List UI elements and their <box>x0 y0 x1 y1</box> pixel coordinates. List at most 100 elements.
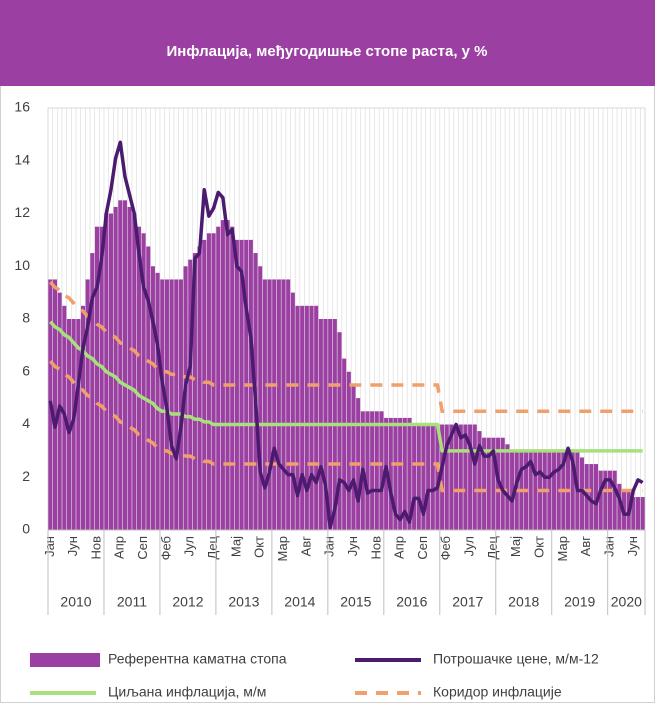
bar <box>580 457 585 530</box>
bar <box>402 417 407 530</box>
bar <box>482 437 487 530</box>
y-tick-label: 10 <box>14 257 30 273</box>
year-label: 2010 <box>60 594 91 610</box>
bar <box>108 213 113 530</box>
x-tick-label: Мар <box>275 536 290 561</box>
chart-title: Инфлација, међугодишње стопе раста, у % <box>167 43 488 60</box>
x-tick-label: Дец <box>205 535 220 559</box>
bar <box>346 371 351 530</box>
bar <box>603 470 608 530</box>
bar <box>160 279 165 530</box>
bar <box>635 497 641 530</box>
bar <box>370 411 375 530</box>
bar <box>491 437 496 530</box>
x-tick-label: Мар <box>555 536 570 561</box>
bar <box>155 272 160 530</box>
bar <box>505 444 510 530</box>
bar <box>468 424 473 530</box>
legend-label: Референтна каматна стопа <box>108 651 287 667</box>
x-tick-label: Мај <box>508 536 523 557</box>
corridor-line <box>49 280 643 414</box>
bar <box>421 424 426 530</box>
bar <box>52 279 58 530</box>
bar <box>426 424 431 530</box>
x-tick-label: Окт <box>531 536 546 558</box>
bar <box>188 259 193 530</box>
x-tick-label: Апр <box>112 536 127 559</box>
x-tick-label: Авг <box>298 536 313 557</box>
x-tick-label: Јул <box>182 536 197 556</box>
bar <box>617 483 622 530</box>
bar <box>589 464 594 530</box>
bar <box>393 417 398 530</box>
bar <box>202 239 207 530</box>
bar <box>136 226 141 530</box>
bar <box>463 424 468 530</box>
bar <box>122 200 127 530</box>
y-tick-label: 6 <box>22 362 30 378</box>
bar <box>267 279 272 530</box>
bar <box>118 200 123 530</box>
bar <box>379 411 384 530</box>
legend-label: Коридор инфлације <box>433 684 562 700</box>
bar <box>337 332 342 530</box>
header <box>0 0 655 86</box>
bar <box>416 424 421 530</box>
bar <box>216 226 221 530</box>
bar <box>192 253 197 530</box>
x-tick-label: Јун <box>345 536 360 556</box>
bar <box>211 233 216 530</box>
x-tick-label: Сеп <box>135 536 150 560</box>
year-label: 2017 <box>452 594 483 610</box>
x-tick-label: Јан <box>322 536 337 557</box>
bar <box>80 305 86 530</box>
bar <box>76 319 81 530</box>
corridor-line <box>49 360 643 493</box>
y-tick-label: 8 <box>22 310 30 326</box>
x-tick-label: Јун <box>625 536 640 556</box>
bar <box>94 226 100 530</box>
line <box>49 320 643 453</box>
bar <box>85 279 90 530</box>
bar <box>430 424 435 530</box>
y-tick-label: 0 <box>22 521 30 537</box>
line <box>48 140 644 530</box>
year-label: 2020 <box>611 594 642 610</box>
bar <box>71 319 76 530</box>
y-tick-label: 12 <box>14 204 30 220</box>
x-tick-label: Јул <box>462 536 477 556</box>
bar <box>472 424 477 530</box>
bar <box>570 450 575 530</box>
bar <box>374 411 379 530</box>
bar <box>234 239 239 530</box>
bar <box>500 437 505 530</box>
legend-label: Потрошачке цене, м/м-12 <box>433 651 599 667</box>
bar <box>388 417 393 530</box>
bar <box>510 450 515 530</box>
year-label: 2013 <box>228 594 259 610</box>
bar <box>533 450 538 530</box>
legend-label: Циљана инфлација, м/м <box>108 684 266 700</box>
x-tick-label: Феб <box>158 536 173 560</box>
bar <box>300 305 305 530</box>
year-label: 2019 <box>564 594 595 610</box>
bar <box>225 220 230 530</box>
bar <box>132 213 137 530</box>
bar <box>150 266 155 530</box>
bar <box>449 424 454 530</box>
bar <box>631 497 636 530</box>
bar <box>607 470 613 530</box>
bar <box>342 358 347 530</box>
bar <box>486 437 491 530</box>
bar <box>552 450 557 530</box>
bar <box>113 206 118 530</box>
bar <box>66 319 72 530</box>
year-label: 2016 <box>396 594 427 610</box>
x-tick-label: Јан <box>42 536 57 557</box>
year-label: 2011 <box>117 594 147 610</box>
bar <box>281 279 286 530</box>
bar <box>262 279 267 530</box>
x-tick-label: Окт <box>252 536 267 558</box>
x-tick-label: Нов <box>88 536 103 560</box>
bar <box>127 206 132 530</box>
